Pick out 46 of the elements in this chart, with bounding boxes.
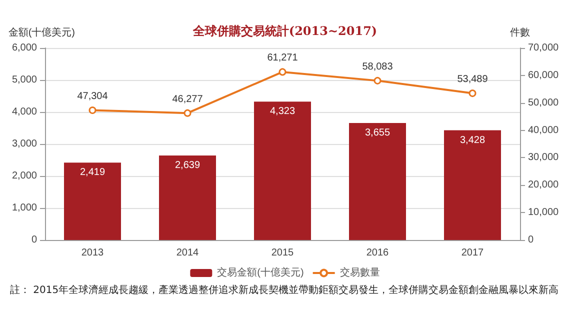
legend-label: 交易數量 — [340, 266, 380, 278]
bar — [254, 102, 311, 240]
data-label: 53,489 — [457, 74, 488, 86]
point — [88, 106, 96, 114]
bar — [159, 156, 216, 240]
point — [184, 109, 192, 117]
bar — [444, 130, 501, 240]
y2-tick-label: 0 — [528, 234, 534, 246]
point — [374, 76, 382, 84]
y-tick-label: 1,000 — [12, 202, 38, 214]
y2-tick-label: 40,000 — [528, 124, 560, 136]
data-label: 3,655 — [364, 128, 390, 139]
data-label: 46,277 — [172, 94, 204, 105]
y2-tick-label: 70,000 — [528, 42, 560, 54]
data-label: 3,428 — [460, 134, 486, 146]
data-label: 61,271 — [267, 52, 298, 64]
point — [468, 90, 476, 98]
y-tick-label: 2,000 — [12, 170, 38, 182]
text: 註： 2015年全球濟經成長趨緩，產業透過整併追求新成長契機並帶動鉅額交易發生，全球併購交易金額創金融風暴以來新高 — [9, 285, 560, 297]
y2-tick-label: 30,000 — [528, 152, 560, 164]
x-tick-label: 2015 — [271, 248, 294, 258]
x-tick-label: 2014 — [176, 248, 200, 258]
y2-tick-label: 50,000 — [528, 97, 560, 108]
x-tick-label: 2017 — [461, 248, 484, 258]
data-label: 58,083 — [362, 61, 394, 72]
y2-tick-label: 60,000 — [528, 70, 560, 81]
y-tick-label: 6,000 — [12, 42, 38, 54]
point — [278, 68, 286, 76]
data-label: 2,419 — [80, 167, 106, 178]
y2-axis-title: 件數 — [510, 26, 530, 38]
data-label: 2,639 — [174, 160, 200, 172]
y-tick-label: 3,000 — [12, 138, 38, 150]
y-tick-label: 0 — [31, 234, 38, 246]
bar — [349, 123, 406, 240]
y2-tick-label: 10,000 — [528, 207, 560, 218]
y-tick-label: 4,000 — [12, 106, 38, 118]
x-tick-label: 2013 — [81, 248, 104, 258]
data-label: 47,304 — [77, 91, 108, 102]
chart-title: 全球併購交易統計(2013~2017) — [192, 24, 378, 38]
legend-label: 交易金額(十億美元) — [217, 266, 304, 278]
y2-tick-label: 20,000 — [528, 180, 560, 191]
x-tick-label: 2016 — [366, 248, 390, 258]
y-tick-label: 5,000 — [12, 74, 38, 86]
data-label: 4,323 — [270, 106, 296, 118]
y-axis-title: 金額(十億美元) — [8, 26, 75, 38]
bar — [64, 162, 121, 240]
